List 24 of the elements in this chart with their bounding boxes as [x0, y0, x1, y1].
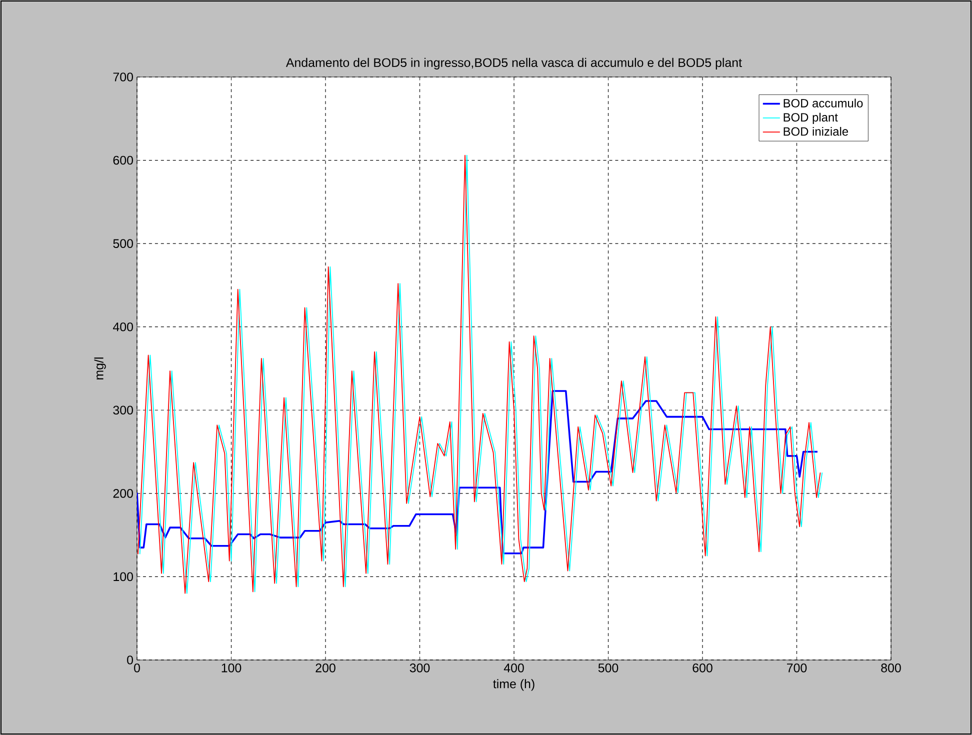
- x-tick-label: 700: [787, 664, 807, 672]
- legend-label: BOD iniziale: [784, 126, 848, 136]
- line-series: [137, 390, 818, 554]
- x-tick-label: 800: [881, 664, 901, 672]
- y-tick-label: 300: [113, 406, 133, 415]
- legend-label: BOD plant: [784, 112, 838, 124]
- y-tick-label: 500: [113, 239, 133, 248]
- legend-label: BOD accumulo: [784, 98, 863, 108]
- x-axis-title: time (h): [493, 679, 534, 691]
- x-tick-label: 200: [316, 664, 336, 672]
- chart-title: Andamento del BOD5 in ingresso,BOD5 nella vasca di accumulo e del BOD5 plant: [286, 58, 742, 70]
- x-tick-label: 500: [598, 664, 618, 672]
- x-tick-label: 0: [134, 664, 140, 672]
- x-tick-label: 600: [692, 664, 712, 672]
- y-tick-label: 0: [127, 656, 133, 664]
- y-tick-label: 600: [113, 156, 133, 165]
- x-tick-label: 100: [222, 664, 242, 672]
- y-tick-label: 400: [112, 322, 133, 332]
- y-tick-label: 700: [113, 72, 133, 82]
- y-axis-title: mg/l: [94, 358, 106, 380]
- y-tick-label: 200: [113, 489, 133, 498]
- y-tick-label: 100: [114, 572, 133, 582]
- x-tick-label: 400: [504, 664, 524, 672]
- x-tick-label: 300: [410, 664, 430, 672]
